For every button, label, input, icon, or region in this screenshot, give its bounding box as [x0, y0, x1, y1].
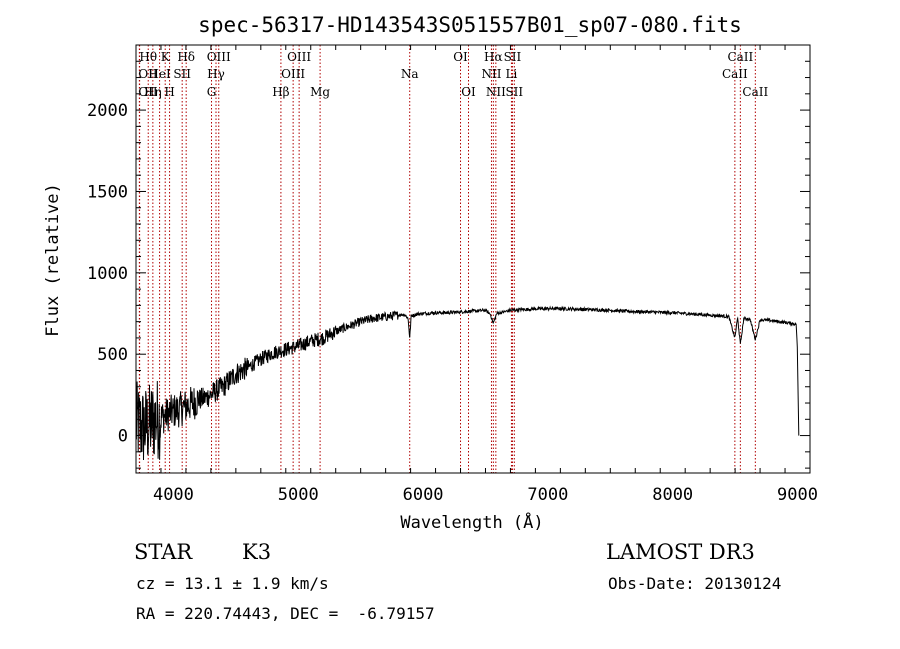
x-tick-label: 9000	[777, 485, 818, 505]
x-tick-label: 8000	[652, 485, 693, 505]
spectrum-series-line	[135, 305, 800, 461]
y-axis-label: Flux (relative)	[43, 183, 63, 337]
x-tick-label: 4000	[153, 485, 194, 505]
x-axis-label: Wavelength (Å)	[400, 511, 543, 533]
y-tick-label: 1000	[87, 264, 128, 284]
x-tick-label: 6000	[403, 485, 444, 505]
line-label-16: Na	[401, 67, 419, 81]
line-label-22: SII	[504, 50, 522, 64]
plot-frame	[135, 44, 811, 474]
line-label-27: CaII	[742, 85, 768, 99]
survey-name: LAMOST DR3	[606, 540, 755, 564]
observation-date: Obs-Date: 20130124	[608, 574, 782, 593]
redshift-cz: cz = 13.1 ± 1.9 km/s	[136, 574, 329, 593]
y-tick-label: 0	[118, 427, 128, 447]
y-axis-ticks: 0 500 1000 1500 2000	[87, 44, 810, 469]
line-label-0: Hθ	[139, 50, 157, 64]
line-label-10: Hγ	[207, 67, 225, 81]
chart-title: spec-56317-HD143543S051557B01_sp07-080.f…	[198, 13, 742, 37]
line-label-14: OIII	[281, 67, 305, 81]
x-axis-ticks: 4000 5000 6000 7000 8000 9000	[135, 45, 818, 505]
object-class: STAR	[134, 540, 193, 564]
y-tick-label: 2000	[87, 101, 128, 121]
y-tick-label: 500	[97, 345, 128, 365]
object-subclass: K3	[242, 540, 272, 564]
line-label-17: OI	[453, 50, 468, 64]
x-tick-label: 5000	[278, 485, 319, 505]
line-label-15: Mg	[310, 85, 330, 99]
line-label-23: Li	[506, 67, 518, 81]
line-label-11: G	[207, 85, 217, 99]
line-label-7: SII	[173, 67, 191, 81]
line-label-25: CaII	[727, 50, 753, 64]
line-label-4: K	[161, 50, 171, 64]
line-label-19: Hα	[484, 50, 503, 64]
x-tick-label: 7000	[527, 485, 568, 505]
line-label-5: HeI	[148, 67, 171, 81]
line-label-6: H	[164, 85, 174, 99]
line-label-8: Hδ	[177, 50, 195, 64]
line-label-21: NII	[486, 85, 506, 99]
line-label-2: OII	[138, 85, 158, 99]
line-label-12: Hβ	[272, 85, 289, 99]
spectral-line-markers	[138, 45, 756, 473]
line-label-18: OI	[461, 85, 476, 99]
line-label-20: NII	[481, 67, 501, 81]
line-label-1: OII	[138, 67, 158, 81]
line-label-26: CaII	[722, 67, 748, 81]
ra-dec-coordinates: RA = 220.74443, DEC = -6.79157	[136, 604, 435, 623]
line-label-3: Hη	[144, 85, 162, 99]
line-label-13: OIII	[287, 50, 311, 64]
line-label-9: OIII	[207, 50, 231, 64]
y-tick-label: 1500	[87, 182, 128, 202]
line-label-24: SII	[505, 85, 523, 99]
